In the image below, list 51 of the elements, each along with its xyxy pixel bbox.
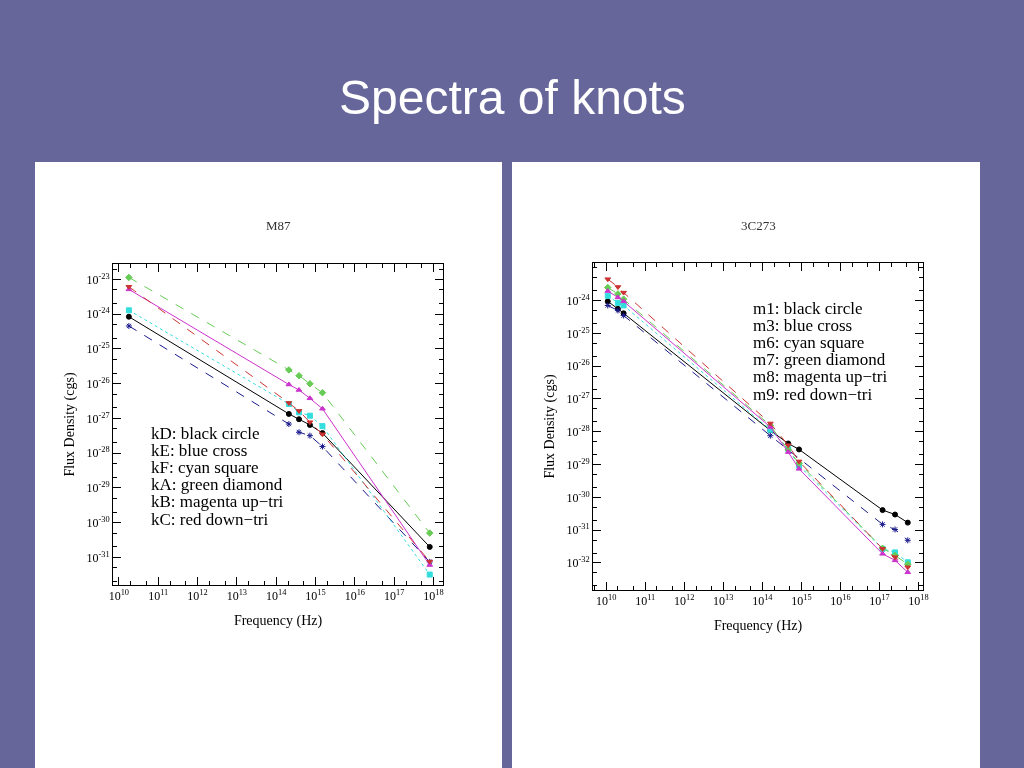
y-tick-label: 10$^{-23}$ [86,271,110,287]
annotation: m6: cyan square [753,333,865,352]
y-axis-title: Flux Density (cgs) [542,374,559,479]
y-tick-label: 10$^{-25}$ [86,341,110,357]
x-tick-label: 10$^{11}$ [635,593,656,609]
y-tick-label: 10$^{-31}$ [566,522,590,538]
x-tick-label: 10$^{14}$ [752,593,774,609]
x-tick-label: 10$^{16}$ [830,593,851,609]
x-tick-label: 10$^{18}$ [908,593,929,609]
y-tick-label: 10$^{-28}$ [86,445,110,461]
y-axis-title: Flux Density (cgs) [62,372,79,477]
x-tick-label: 10$^{10}$ [108,588,130,604]
x-tick-label: 10$^{13}$ [713,593,734,609]
y-tick-label: 10$^{-24}$ [86,306,111,322]
x-tick-label: 10$^{10}$ [595,593,617,609]
annotation: kC: red down−tri [151,510,269,529]
y-tick-label: 10$^{-26}$ [86,375,110,391]
x-tick-label: 10$^{11}$ [148,588,169,604]
chart-title: 3C273 [741,218,776,233]
text: Spectra of knots [339,71,686,124]
x-axis-title: Frequency (Hz) [233,612,323,629]
y-tick-label: 10$^{-27}$ [566,391,590,407]
x-tick-label: 10$^{14}$ [266,588,288,604]
x-tick-label: 10$^{15}$ [305,588,326,604]
annotation: m9: red down−tri [753,385,873,404]
chart-title: M87 [266,218,292,233]
x-tick-label: 10$^{17}$ [869,593,890,609]
x-tick-label: 10$^{17}$ [384,588,405,604]
x-tick-label: 10$^{16}$ [344,588,366,604]
x-tick-label: 10$^{12}$ [674,593,695,609]
x-tick-label: 10$^{18}$ [423,588,444,604]
y-tick-label: 10$^{-24}$ [566,292,591,308]
y-tick-label: 10$^{-29}$ [566,456,590,472]
x-tick-label: 10$^{12}$ [187,588,208,604]
y-tick-label: 10$^{-27}$ [86,410,110,426]
x-axis-title: Frequency (Hz) [713,617,803,634]
y-tick-label: 10$^{-25}$ [566,325,590,341]
annotation: m1: black circle [753,299,863,318]
annotation: m3: blue cross [753,316,853,335]
y-tick-label: 10$^{-30}$ [86,514,110,530]
y-tick-label: 10$^{-30}$ [566,489,590,505]
y-tick-label: 10$^{-31}$ [86,549,110,565]
annotation: kD: black circle [151,424,260,443]
y-tick-label: 10$^{-32}$ [566,555,590,571]
y-tick-label: 10$^{-26}$ [566,358,590,374]
y-tick-label: 10$^{-29}$ [86,480,110,496]
x-tick-label: 10$^{15}$ [791,593,812,609]
annotation: kE: blue cross [151,441,248,460]
x-tick-label: 10$^{13}$ [226,588,248,604]
y-tick-label: 10$^{-28}$ [566,423,590,439]
annotation: kF: cyan square [151,458,259,477]
